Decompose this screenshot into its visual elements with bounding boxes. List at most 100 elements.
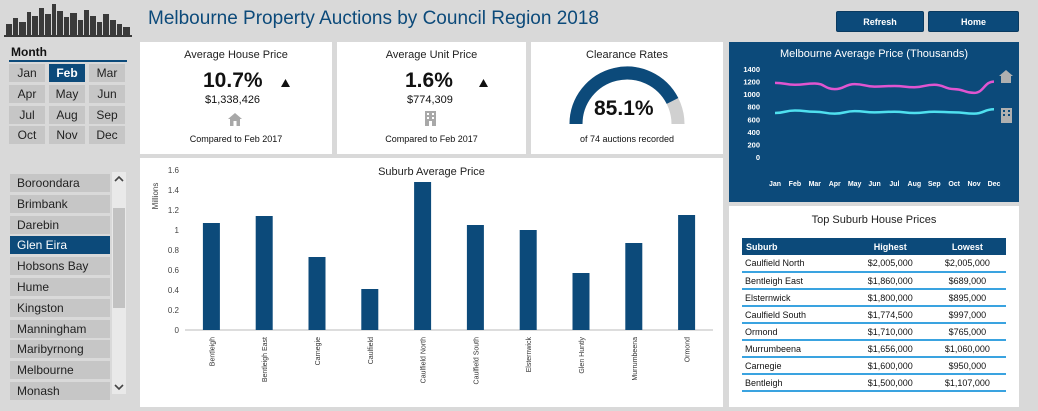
clearance-rate-card: Clearance Rates 85.1% of 74 auctions rec… [531,42,723,154]
region-option-melbourne[interactable]: Melbourne [10,361,110,380]
unit-price-title: Average Unit Price [385,49,478,61]
table-cell: $1,060,000 [928,340,1006,358]
month-option-oct[interactable]: Oct [9,126,45,144]
month-option-dec[interactable]: Dec [89,126,125,144]
unit-price-line [774,107,995,115]
x-tick-label: Murrumbeena [632,337,639,381]
bar-chart-title: Suburb Average Price [378,166,485,178]
table-title: Top Suburb House Prices [811,214,937,226]
table-row: Caulfield South $1,774,500 $997,000 [742,306,1006,324]
x-tick-label: Elsternwick [526,337,533,373]
x-tick-label: Apr [829,181,841,188]
region-scrollbar-thumb[interactable] [113,208,125,308]
x-tick-label: Mar [809,181,822,188]
house-price-line [774,80,995,95]
region-option-hume[interactable]: Hume [10,278,110,296]
table-cell: Carnegie [742,357,852,375]
y-tick-label: 1000 [743,90,760,99]
region-option-darebin[interactable]: Darebin [10,215,110,234]
y-tick-label: 0 [175,326,180,335]
x-tick-label: Jul [889,181,899,188]
table-row: Elsternwick $1,800,000 $895,000 [742,289,1006,307]
house-price-card: Average House Price 10.7% $1,338,426 Com… [140,42,332,154]
house-icon [228,113,242,126]
region-filter: Boroondara Brimbank Darebin Glen Eira Hobson… [9,170,129,400]
region-option-monash[interactable]: Monash [10,382,110,400]
y-tick-label: 800 [747,103,760,112]
y-tick-label: 0.2 [168,306,180,315]
month-option-apr[interactable]: Apr [9,85,45,103]
x-tick-label: Oct [948,181,960,188]
x-tick-label: Caulfield South [473,337,480,385]
table-cell: $895,000 [928,289,1006,307]
table-cell: Elsternwick [742,289,852,307]
region-option-glen-eira[interactable]: Glen Eira [10,236,110,255]
table-row: Murrumbeena $1,656,000 $1,060,000 [742,340,1006,358]
bar-glen-huntly [572,273,590,330]
unit-price-card: Average Unit Price 1.6% $774,309 Compare… [337,42,526,154]
table-cell: Bentleigh East [742,272,852,290]
y-tick-label: 1200 [743,78,760,87]
table-row: Caulfield North $2,005,000 $2,005,000 [742,255,1006,273]
y-tick-label: 0 [756,153,760,162]
unit-average-price: $774,309 [407,94,453,106]
table-cell: $1,800,000 [851,289,929,307]
clearance-caption: of 74 auctions recorded [579,134,675,144]
house-compare-note: Compared to Feb 2017 [189,134,283,144]
month-option-may[interactable]: May [49,85,85,103]
bar-carnegie [308,257,326,330]
month-option-nov[interactable]: Nov [49,126,85,144]
scroll-up-icon[interactable] [114,175,124,183]
region-option-maribyrnong[interactable]: Maribyrnong [10,340,110,359]
suburb-average-price-chart: 0 0.2 0.4 0.6 0.8 1 1.2 1.4 1.6 Millions Bentleigh… [151,166,713,385]
table-cell: $689,000 [928,272,1006,290]
month-option-feb[interactable]: Feb [49,64,85,82]
refresh-button[interactable]: Refresh [836,11,924,32]
month-option-jul[interactable]: Jul [9,106,45,124]
month-option-jan[interactable]: Jan [9,64,45,82]
column-header-lowest: Lowest [928,238,1006,255]
month-option-sep[interactable]: Sep [89,106,125,124]
home-button[interactable]: Home [928,11,1019,32]
month-option-mar[interactable]: Mar [89,64,125,82]
table-cell: $2,005,000 [928,255,1006,273]
x-tick-label: Carnegie [315,337,322,366]
scroll-down-icon[interactable] [114,383,124,391]
house-average-price: $1,338,426 [205,94,261,106]
x-tick-label: Aug [908,181,922,188]
x-tick-label: Bentleigh [209,337,216,366]
region-option-hobsons-bay[interactable]: Hobsons Bay [10,257,110,276]
region-option-manningham[interactable]: Manningham [10,319,110,338]
table-cell: $765,000 [928,323,1006,341]
bar-caulfield-south [466,225,484,330]
month-option-jun[interactable]: Jun [89,85,125,103]
table-cell: Murrumbeena [742,340,852,358]
x-tick-label: May [848,181,862,188]
table-cell: $950,000 [928,357,1006,375]
clearance-rate-value: 85.1% [594,97,654,120]
table-cell: $1,107,000 [928,374,1006,392]
unit-price-change: 1.6% [405,69,453,92]
region-option-kingston[interactable]: Kingston [10,298,110,317]
apartment-icon [425,111,436,126]
region-option-boroondara[interactable]: Boroondara [10,174,110,192]
y-tick-label: 400 [747,128,760,137]
region-option-brimbank[interactable]: Brimbank [10,194,110,213]
month-option-aug[interactable]: Aug [49,106,85,124]
y-tick-label: 0.8 [168,246,180,255]
table-cell: $2,005,000 [851,255,929,273]
table-row: Carnegie $1,600,000 $950,000 [742,357,1006,375]
column-header-suburb: Suburb [742,238,852,255]
bar-caulfield-north [414,182,432,330]
top-suburb-prices-table: Suburb Highest Lowest Caulfield North $2,00… [742,238,1006,392]
clearance-gauge [569,66,685,125]
y-tick-label: 1.6 [168,166,180,175]
x-tick-label: Jun [868,181,880,188]
suburb-average-price-panel: Suburb Average Price 0 0.2 0.4 0.6 0.8 1 1.2 1.… [140,158,723,407]
line-chart-title: Melbourne Average Price (Thousands) [779,48,969,60]
x-tick-label: Jan [769,181,781,188]
x-tick-label: Bentleigh East [262,337,269,382]
x-tick-label: Glen Huntly [579,337,586,374]
y-axis-label: Millions [151,183,160,210]
table-cell: $1,500,000 [851,374,929,392]
